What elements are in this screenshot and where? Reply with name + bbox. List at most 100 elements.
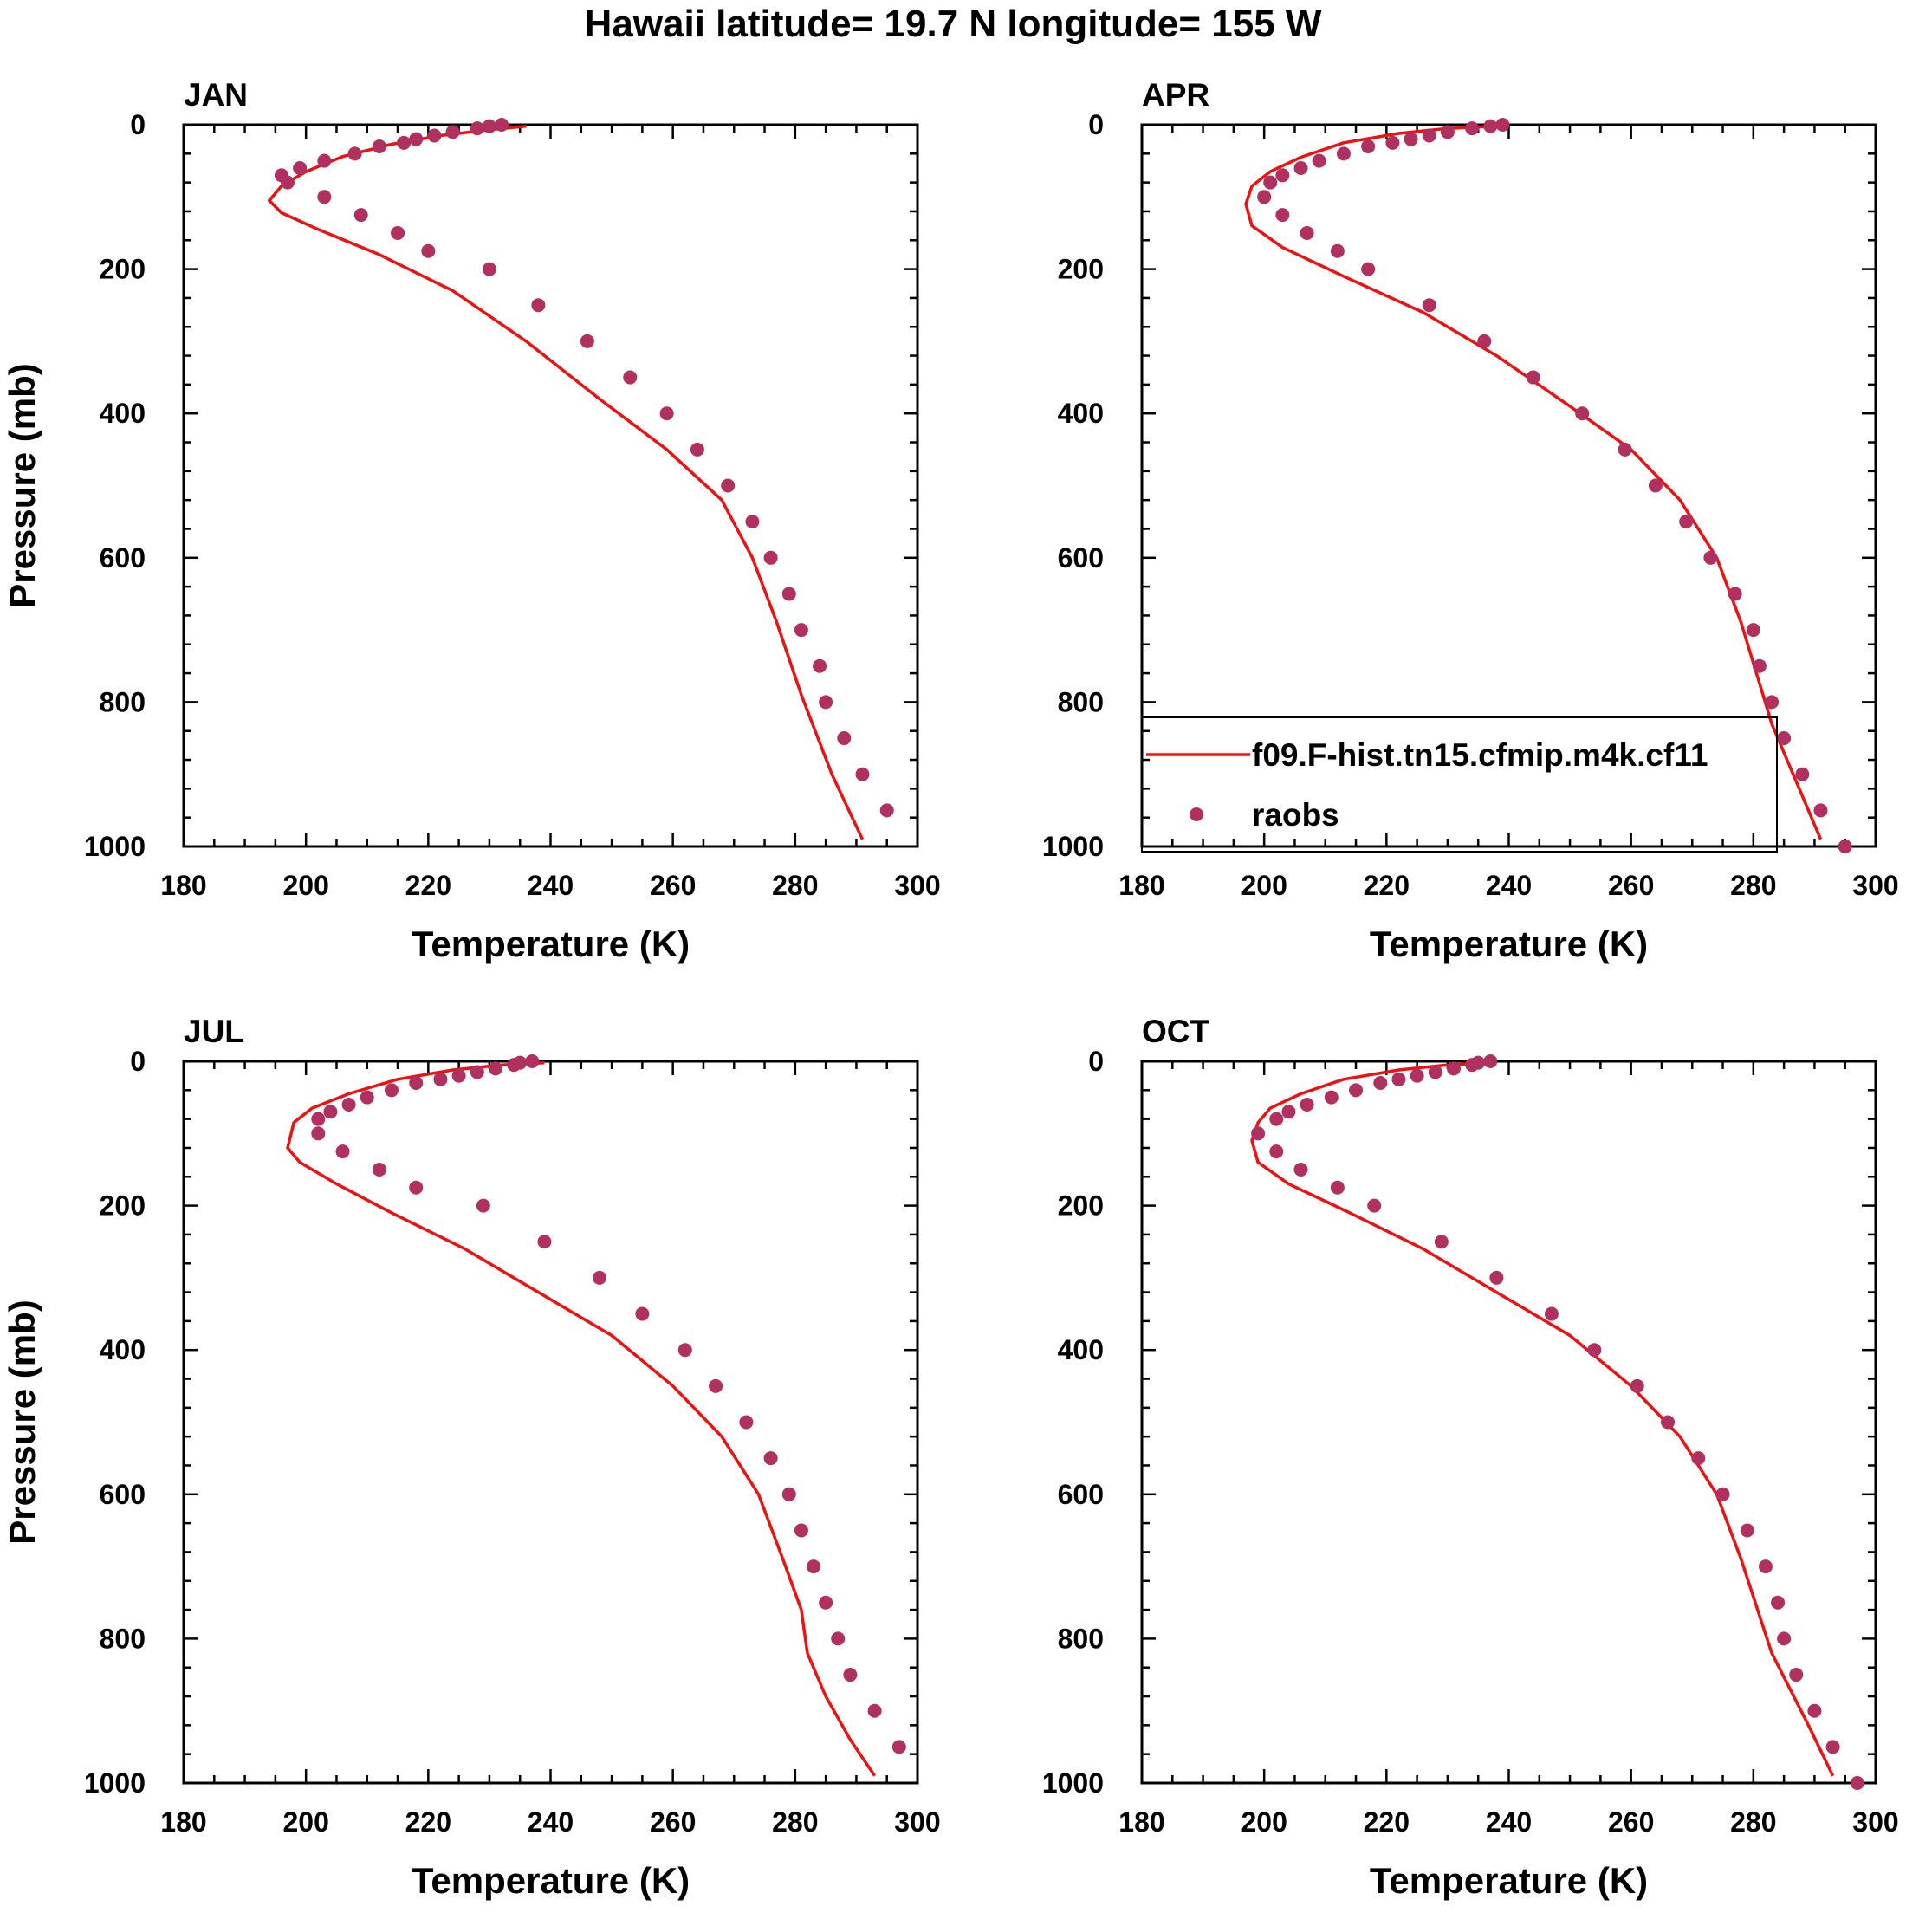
- raobs-point: [1752, 658, 1767, 673]
- raobs-point: [867, 1703, 882, 1718]
- raobs-point: [1349, 1083, 1364, 1098]
- y-tick-label: 0: [1088, 1046, 1104, 1077]
- model-profile-line: [1250, 1060, 1835, 1777]
- raobs-point: [891, 1740, 906, 1754]
- raobs-point: [1825, 1740, 1840, 1754]
- raobs-point: [360, 1090, 374, 1105]
- y-tick-label: 800: [1058, 686, 1104, 717]
- raobs-point: [1648, 478, 1663, 493]
- raobs-point: [1361, 262, 1376, 276]
- raobs-point: [311, 1126, 326, 1141]
- raobs-point: [1544, 1306, 1559, 1321]
- raobs-point: [341, 1097, 356, 1112]
- raobs-point: [1715, 1487, 1730, 1501]
- raobs-point: [739, 1415, 754, 1430]
- raobs-point: [819, 695, 833, 710]
- y-tick-label: 200: [100, 254, 146, 285]
- raobs-point: [409, 132, 424, 146]
- raobs-point: [372, 139, 386, 153]
- panel-jul: JUL 180 200 220 240 260 280 300 0 200 400 600 800 100…: [2, 1014, 941, 1901]
- x-tick-label: 240: [528, 1806, 574, 1838]
- x-tick-label: 200: [282, 1806, 328, 1838]
- raobs-point: [807, 1559, 821, 1574]
- raobs-point: [879, 803, 894, 818]
- model-profile-line: [286, 1060, 877, 1777]
- raobs-point: [1440, 125, 1455, 139]
- raobs-point: [1300, 1097, 1314, 1112]
- y-tick-label: 800: [100, 686, 146, 717]
- x-tick-label: 180: [160, 1806, 206, 1838]
- raobs-point: [709, 1378, 723, 1393]
- raobs-point: [1367, 1198, 1382, 1213]
- x-tick-label: 240: [1486, 1806, 1532, 1838]
- legend-obs-label: raobs: [1252, 797, 1339, 833]
- plot-frame: [1140, 1060, 1877, 1785]
- x-tick-label: 260: [1608, 1806, 1654, 1838]
- x-axis-label: Temperature (K): [412, 1860, 690, 1901]
- x-tick-label: 180: [1118, 1806, 1164, 1838]
- raobs-point: [1263, 175, 1278, 190]
- y-tick-label: 600: [100, 1479, 146, 1510]
- x-tick-label: 220: [405, 870, 451, 901]
- raobs-point: [537, 1235, 552, 1249]
- raobs-point: [525, 1054, 540, 1068]
- raobs-point: [1410, 1068, 1424, 1083]
- x-axis-label: Temperature (K): [1370, 924, 1648, 964]
- y-tick-label: 400: [100, 398, 146, 429]
- raobs-point: [1422, 298, 1436, 313]
- x-tick-label: 260: [1608, 870, 1654, 901]
- raobs-point: [763, 1451, 778, 1466]
- raobs-point: [781, 1487, 796, 1501]
- raobs-point: [745, 515, 760, 529]
- y-tick-label: 400: [100, 1334, 146, 1365]
- x-tick-label: 280: [1730, 870, 1776, 901]
- y-tick-label: 1000: [1042, 1767, 1104, 1799]
- raobs-point: [1765, 695, 1780, 710]
- raobs-point: [1275, 168, 1290, 183]
- figure-title: Hawaii latitude= 19.7 N longitude= 155 W: [585, 3, 1322, 45]
- raobs-point: [1661, 1415, 1676, 1430]
- raobs-point: [1269, 1144, 1284, 1159]
- raobs-point: [763, 550, 778, 565]
- raobs-point: [1324, 1090, 1339, 1105]
- plot-frame: [182, 1060, 919, 1785]
- raobs-point: [794, 623, 808, 638]
- raobs-point: [1446, 1061, 1461, 1076]
- raobs-point: [721, 478, 736, 493]
- raobs-point: [495, 118, 509, 132]
- raobs-point: [1330, 1180, 1345, 1195]
- x-tick-label: 240: [528, 870, 574, 901]
- raobs-point: [1838, 840, 1852, 853]
- raobs-point: [1434, 1235, 1449, 1249]
- raobs-point: [1373, 1075, 1388, 1090]
- plot-frame: [182, 123, 919, 848]
- raobs-point: [476, 1198, 490, 1213]
- raobs-point: [1789, 1668, 1804, 1682]
- legend-obs-swatch: [1190, 807, 1203, 821]
- raobs-point: [1740, 1523, 1754, 1538]
- model-profile-line: [268, 124, 865, 840]
- panel-label: APR: [1142, 77, 1209, 113]
- raobs-point: [1807, 1703, 1822, 1718]
- raobs-point: [1391, 1072, 1406, 1086]
- raobs-point: [794, 1523, 808, 1538]
- y-tick-label: 200: [1058, 254, 1104, 285]
- x-tick-label: 200: [282, 870, 328, 901]
- raobs-point: [1691, 1451, 1706, 1466]
- y-tick-label: 1000: [1042, 831, 1104, 862]
- raobs-point: [1813, 803, 1828, 818]
- x-tick-label: 180: [160, 870, 206, 901]
- x-tick-label: 220: [1364, 870, 1410, 901]
- x-tick-label: 240: [1486, 870, 1532, 901]
- raobs-point: [433, 1072, 448, 1086]
- raobs-point: [409, 1075, 424, 1090]
- x-tick-label: 220: [1364, 1806, 1410, 1838]
- raobs-point: [813, 658, 827, 673]
- x-tick-label: 280: [772, 1806, 818, 1838]
- raobs-point: [1703, 550, 1718, 565]
- y-tick-label: 800: [100, 1623, 146, 1654]
- raobs-point: [580, 334, 594, 348]
- raobs-point: [421, 243, 436, 258]
- raobs-point: [1758, 1559, 1773, 1574]
